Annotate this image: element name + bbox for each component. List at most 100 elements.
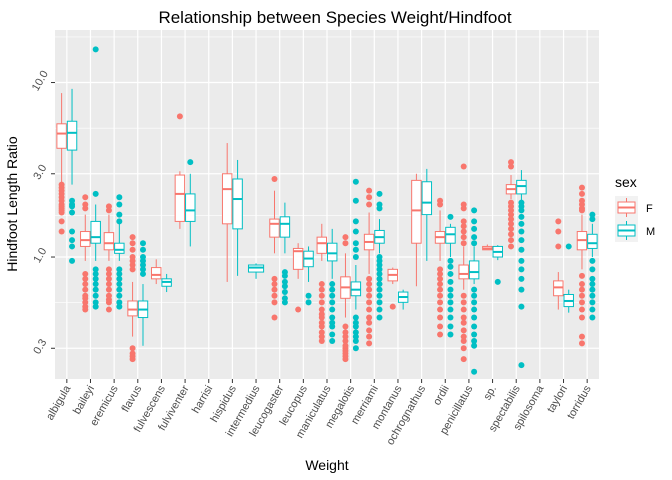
box-F-fulviventer [174, 113, 186, 229]
outlier-point [437, 266, 444, 273]
outlier-point [508, 237, 515, 244]
outlier-point [92, 292, 99, 299]
outlier-point [116, 299, 123, 306]
outlier-point [460, 228, 467, 235]
outlier-point [82, 299, 89, 306]
outlier-point [508, 159, 515, 166]
outlier-point [318, 338, 325, 345]
box-F-fulvescens [151, 259, 162, 285]
legend-key-F: F [615, 196, 653, 219]
outlier-point [116, 275, 123, 282]
box-M-torridus [587, 211, 598, 321]
outlier-point [105, 286, 112, 293]
box-M-penicillatus [468, 207, 480, 375]
box [185, 193, 196, 222]
outlier-point [366, 201, 373, 208]
outlier-point [518, 303, 525, 310]
outlier-point [305, 292, 312, 299]
outlier-point [437, 306, 444, 313]
outlier-point [376, 314, 383, 321]
box [90, 220, 101, 244]
outlier-point [518, 362, 525, 369]
boxplots [56, 46, 598, 375]
outlier-point [69, 209, 76, 216]
outlier-point [366, 319, 373, 326]
outlier-point [116, 292, 123, 299]
outlier-point [92, 275, 99, 282]
outlier-point [82, 194, 89, 201]
outlier-point [366, 340, 373, 347]
outlier-point [82, 205, 89, 212]
box-M-baileyi [90, 46, 101, 310]
outlier-point [437, 323, 444, 330]
outlier-point [69, 243, 76, 250]
outlier-point [437, 286, 444, 293]
legend: sex FM [615, 174, 655, 242]
outlier-point [518, 220, 525, 227]
outlier-point [329, 286, 336, 293]
box-M-intermedius [247, 263, 265, 279]
outlier-point [318, 333, 325, 340]
x-tick-label: sp. [481, 384, 499, 403]
outlier-point [578, 286, 585, 293]
outlier-point [271, 286, 278, 293]
box [114, 242, 125, 254]
outlier-point [578, 314, 585, 321]
outlier-point [376, 270, 383, 277]
outlier-point [105, 299, 112, 306]
outlier-point [578, 190, 585, 197]
outlier-point [578, 281, 585, 288]
legend-title: sex [615, 174, 637, 190]
outlier-point [105, 275, 112, 282]
box-M-hispidus [232, 159, 243, 276]
outlier-point [116, 201, 123, 208]
box [326, 242, 338, 262]
outlier-point [589, 281, 596, 288]
outlier-point [366, 281, 373, 288]
outlier-point [471, 368, 478, 375]
outlier-point [105, 207, 112, 214]
box [232, 178, 243, 230]
outlier-point [460, 205, 467, 212]
outlier-point [281, 272, 288, 279]
outlier-point [329, 281, 336, 288]
outlier-point [69, 228, 76, 235]
y-tick-label: 3.0 [31, 163, 49, 182]
outlier-point [129, 356, 136, 363]
outlier-point [318, 292, 325, 299]
box-M-leucogaster [279, 202, 291, 306]
outlier-point [447, 270, 454, 277]
outlier-point [318, 299, 325, 306]
outlier-point [329, 314, 336, 321]
outlier-point [281, 299, 288, 306]
outlier-point [508, 220, 515, 227]
outlier-point [318, 314, 325, 321]
outlier-point [471, 306, 478, 313]
outlier-point [447, 257, 454, 264]
outlier-point [281, 283, 288, 290]
box [516, 179, 527, 195]
outlier-point [460, 333, 467, 340]
outlier-point [447, 213, 454, 220]
box-M-flavus [137, 240, 149, 346]
legend-label: M [646, 226, 655, 238]
outlier-point [447, 292, 454, 299]
outlier-point [578, 306, 585, 313]
outlier-point [305, 299, 312, 306]
outlier-point [92, 266, 99, 273]
outlier-point [447, 331, 454, 338]
outlier-point [508, 216, 515, 223]
outlier-point [342, 323, 349, 330]
box-F-megalotis [340, 234, 351, 363]
outlier-point [447, 323, 454, 330]
outlier-point [471, 342, 478, 349]
outlier-point [376, 286, 383, 293]
outlier-point [518, 228, 525, 235]
outlier-point [376, 281, 383, 288]
box-M-fulvescens [161, 273, 172, 293]
outlier-point [376, 299, 383, 306]
outlier-point [589, 306, 596, 313]
box-F-penicillatus [458, 163, 469, 363]
outlier-point [447, 286, 454, 293]
outlier-point [92, 46, 99, 53]
